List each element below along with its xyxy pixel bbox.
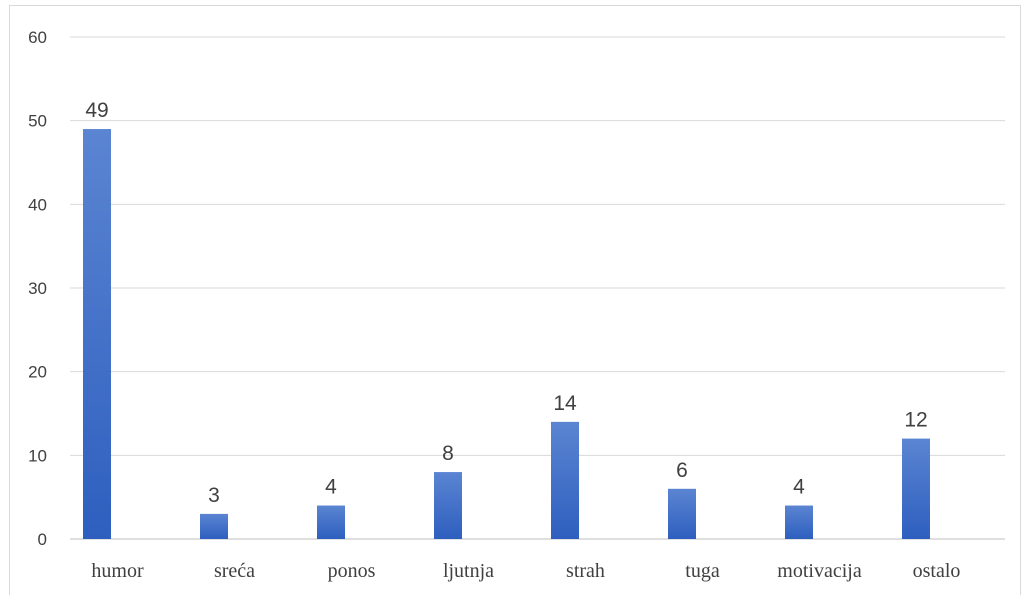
bar-6	[785, 505, 813, 539]
chart-frame	[9, 5, 1021, 595]
y-tick-label: 30	[28, 279, 47, 298]
x-tick-label: ostalo	[913, 560, 961, 582]
data-label: 6	[676, 459, 688, 482]
x-tick-label: ljutnja	[443, 560, 494, 582]
bar-4	[551, 421, 579, 539]
x-tick-label: tuga	[685, 560, 720, 582]
bar-7	[902, 438, 930, 539]
data-label: 8	[442, 442, 454, 465]
x-tick-label: sreća	[214, 560, 255, 582]
y-tick-label: 40	[28, 195, 47, 214]
bars	[83, 129, 930, 540]
bar-0	[83, 129, 111, 540]
y-tick-label: 0	[38, 530, 47, 549]
x-tick-label: strah	[566, 560, 605, 582]
y-tick-label: 60	[28, 28, 47, 47]
x-tick-label: humor	[91, 560, 144, 582]
x-tick-label: motivacija	[777, 560, 862, 582]
y-axis-ticks: 0 10 20 30 40 50 60	[28, 28, 47, 549]
data-label: 49	[85, 99, 108, 122]
data-label: 12	[904, 409, 927, 432]
bar-5	[668, 488, 696, 539]
bar-3	[434, 472, 462, 539]
y-tick-label: 20	[28, 363, 47, 382]
data-label: 14	[553, 392, 577, 415]
x-axis-ticks: humor sreća ponos ljutnja strah tuga motivacij…	[91, 560, 960, 582]
data-labels: 49 3 4 8 14 6 4 12	[85, 99, 927, 507]
data-label: 4	[325, 476, 337, 499]
bar-2	[317, 505, 345, 539]
gridlines	[70, 36, 1005, 540]
data-label: 4	[793, 476, 805, 499]
x-tick-label: ponos	[328, 560, 376, 582]
bar-1	[200, 513, 228, 539]
data-label: 3	[208, 484, 220, 507]
y-tick-label: 50	[28, 112, 47, 131]
y-tick-label: 10	[28, 446, 47, 465]
